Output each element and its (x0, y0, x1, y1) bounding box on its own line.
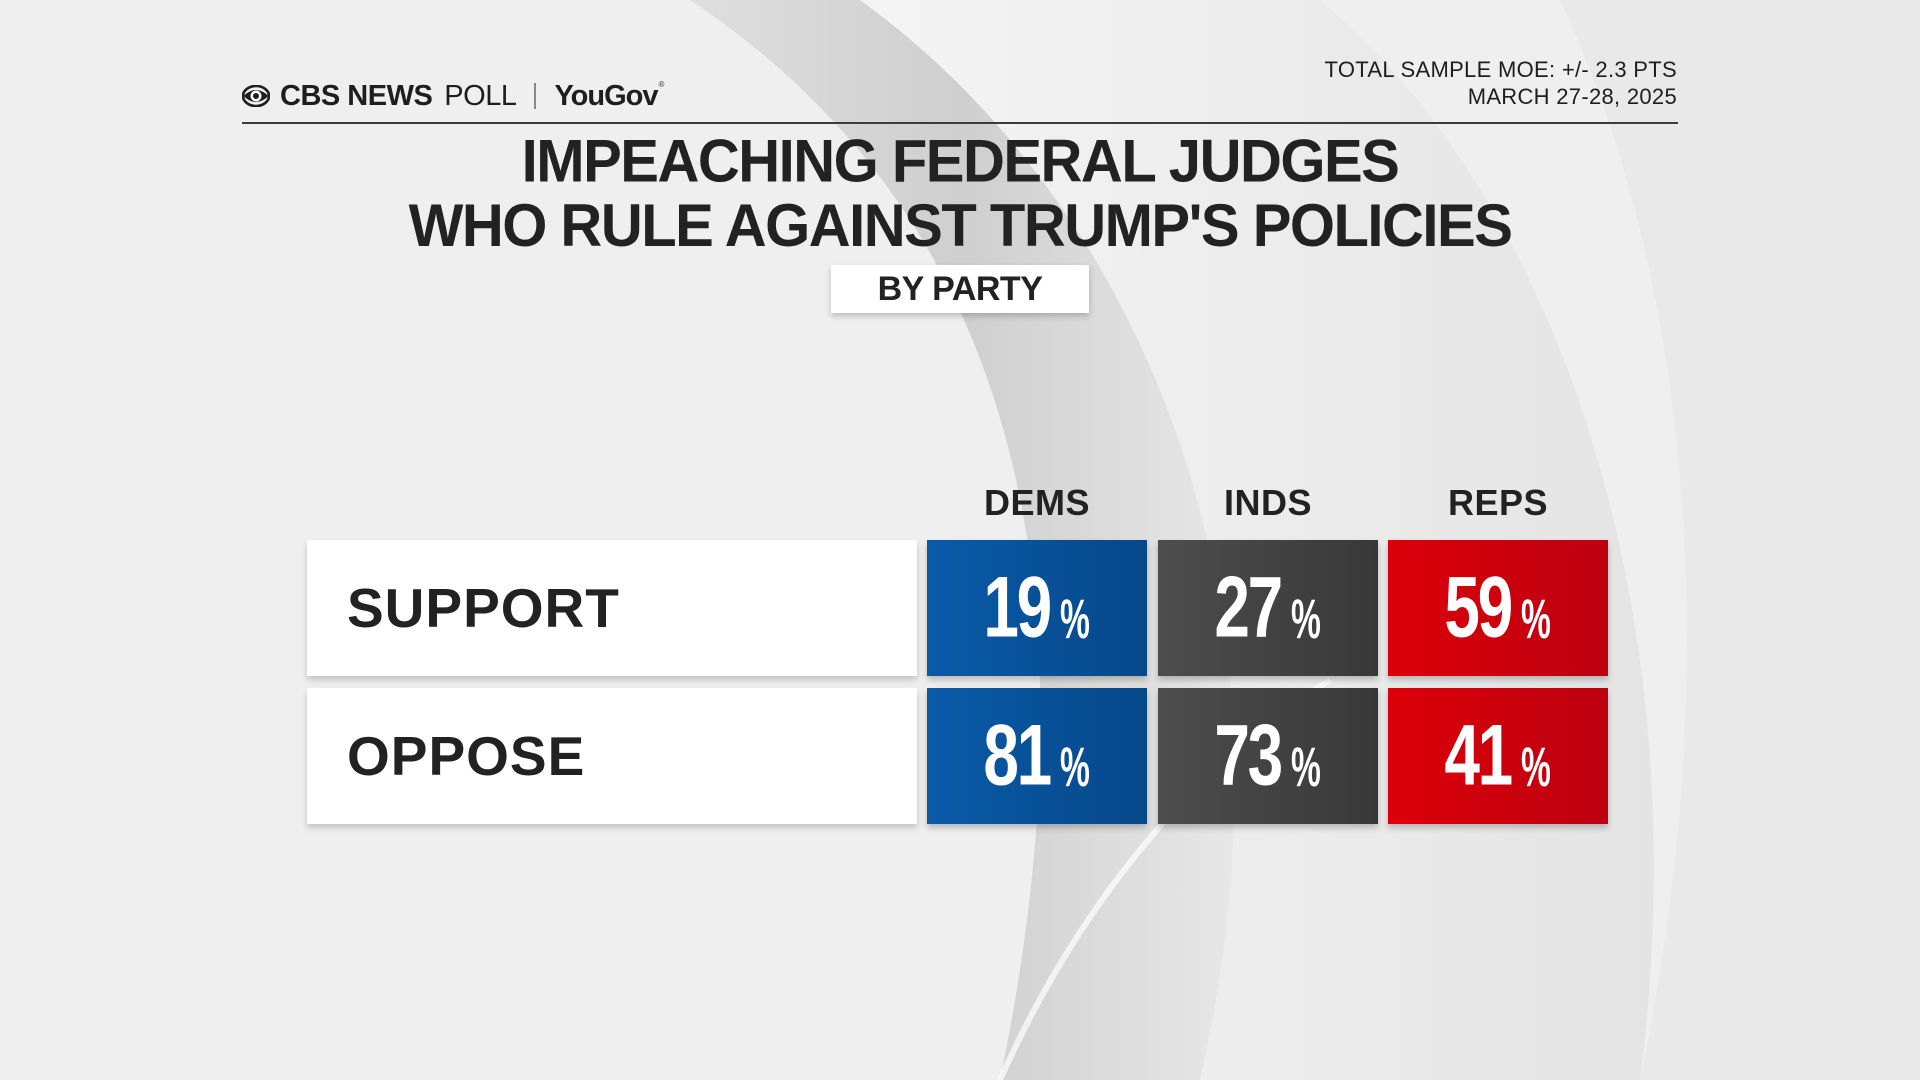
margin-of-error: TOTAL SAMPLE MOE: +/- 2.3 PTS (1324, 57, 1677, 82)
brand-poll: POLL (444, 79, 517, 112)
row-label-support: SUPPORT (307, 540, 917, 676)
percent-sign: % (1520, 586, 1551, 650)
percent-sign: % (1290, 586, 1321, 650)
value: 27 (1214, 559, 1284, 656)
brand-cbs-news: CBS NEWS (280, 79, 433, 112)
value: 59 (1444, 559, 1514, 656)
cbs-eye-icon (242, 85, 270, 107)
yougov-label: YouGov (554, 79, 658, 112)
subtitle-badge: BY PARTY (831, 265, 1089, 313)
cell-support-dems: 19% (927, 540, 1147, 676)
title-line-2: WHO RULE AGAINST TRUMP'S POLICIES (408, 191, 1513, 260)
column-header-reps: REPS (1447, 482, 1549, 523)
value: 73 (1214, 707, 1284, 804)
cell-oppose-dems: 81% (927, 688, 1147, 824)
registered-mark: ® (658, 79, 665, 89)
value: 81 (983, 707, 1053, 804)
percent-sign: % (1520, 734, 1551, 798)
percent-sign: % (1059, 734, 1090, 798)
brand-yougov: YouGov® (554, 79, 665, 113)
column-header-inds: INDS (1223, 482, 1312, 523)
value: 41 (1444, 707, 1514, 804)
row-label-oppose: OPPOSE (307, 688, 917, 824)
cell-oppose-reps: 41% (1388, 688, 1608, 824)
header-divider (242, 122, 1678, 124)
cell-support-inds: 27% (1158, 540, 1378, 676)
column-header-dems: DEMS (983, 482, 1090, 523)
cell-oppose-inds: 73% (1158, 688, 1378, 824)
brand-separator (534, 83, 537, 109)
value: 19 (983, 559, 1053, 656)
poll-branding: CBS NEWS POLL YouGov® (242, 76, 665, 116)
poll-meta: TOTAL SAMPLE MOE: +/- 2.3 PTS MARCH 27-2… (1325, 56, 1677, 110)
chart-title: IMPEACHING FEDERAL JUDGES WHO RULE AGAIN… (0, 127, 1920, 260)
cell-support-reps: 59% (1388, 540, 1608, 676)
percent-sign: % (1059, 586, 1090, 650)
poll-dates: MARCH 27-28, 2025 (1467, 84, 1677, 109)
percent-sign: % (1290, 734, 1321, 798)
title-line-1: IMPEACHING FEDERAL JUDGES (521, 127, 1400, 196)
